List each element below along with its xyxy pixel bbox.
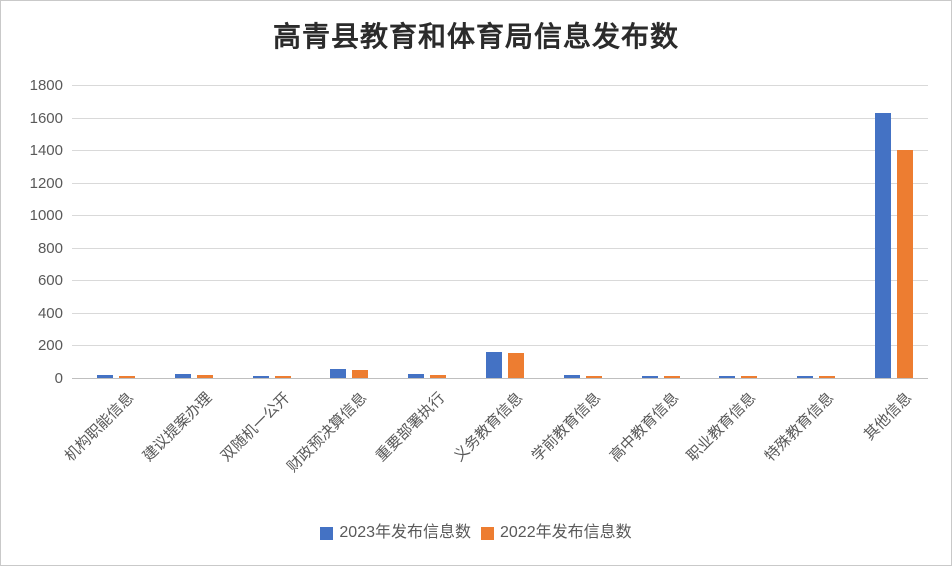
- x-axis-label: 高中教育信息: [606, 389, 682, 465]
- legend: 2023年发布信息数 2022年发布信息数: [1, 525, 951, 541]
- y-tick-label: 1400: [29, 142, 63, 160]
- bar-2023: [719, 376, 736, 378]
- x-axis-label: 建议提案办理: [139, 389, 216, 465]
- bar-2022: [897, 150, 914, 378]
- gridline: [72, 85, 928, 86]
- x-axis-label: 其他信息: [860, 389, 916, 444]
- bar-2022: [585, 376, 602, 378]
- y-tick-label: 0: [54, 370, 63, 387]
- legend-label-2022: 2022年发布信息数: [500, 524, 632, 541]
- gridline: [72, 117, 928, 119]
- bar-2023: [875, 112, 892, 378]
- gridline: [72, 280, 928, 282]
- bar-2022: [274, 376, 291, 378]
- legend-label-2023: 2023年发布信息数: [339, 524, 471, 541]
- bar-2023: [563, 374, 580, 378]
- bar-2023: [408, 374, 425, 378]
- chart-title: 高青县教育和体育局信息发布数: [272, 22, 679, 53]
- x-axis-label: 学前教育信息: [528, 389, 605, 465]
- bar-2023: [96, 374, 113, 378]
- bar-2022: [196, 375, 213, 378]
- y-tick-label: 1000: [29, 207, 63, 225]
- y-tick-label: 1800: [29, 77, 63, 94]
- y-tick-label: 600: [37, 272, 63, 290]
- y-tick-label: 800: [37, 239, 63, 257]
- y-tick-label: 200: [37, 337, 63, 355]
- x-axis-label: 双随机一公开: [217, 389, 293, 465]
- bar-2022: [430, 375, 447, 378]
- gridline: [72, 312, 928, 314]
- bar-2022: [741, 376, 758, 378]
- legend-item-2023: 2023年发布信息数: [320, 525, 471, 541]
- legend-item-2022: 2022年发布信息数: [481, 525, 632, 541]
- bar-2023: [252, 376, 269, 378]
- gridline: [72, 215, 928, 217]
- y-tick-label: 400: [37, 304, 63, 322]
- bar-2022: [118, 376, 135, 378]
- bar-2022: [663, 376, 680, 378]
- bar-2022: [352, 369, 369, 378]
- legend-swatch-2022: [481, 526, 494, 540]
- x-axis-label: 机构职能信息: [61, 389, 138, 465]
- legend-swatch-2023: [320, 526, 334, 540]
- bar-2023: [641, 376, 658, 378]
- gridline: [72, 345, 928, 347]
- bar-2023: [797, 375, 814, 378]
- gridline: [72, 150, 928, 152]
- x-axis-label: 义务教育信息: [450, 389, 527, 465]
- y-tick-label: 1600: [29, 109, 63, 127]
- bar-2022: [819, 376, 836, 378]
- gridline: [72, 182, 928, 184]
- x-axis-line: [72, 378, 928, 379]
- x-axis-label: 职业教育信息: [684, 389, 760, 465]
- gridline: [72, 247, 928, 249]
- bar-2023: [330, 369, 347, 378]
- bar-2023: [486, 351, 502, 378]
- bar-2023: [174, 374, 191, 378]
- bar-2022: [508, 352, 524, 378]
- x-axis-label: 重要部署执行: [372, 389, 449, 465]
- x-axis-label: 特殊教育信息: [761, 389, 838, 465]
- y-tick-label: 1200: [29, 174, 63, 192]
- x-axis-label: 财政预决算信息: [284, 389, 371, 476]
